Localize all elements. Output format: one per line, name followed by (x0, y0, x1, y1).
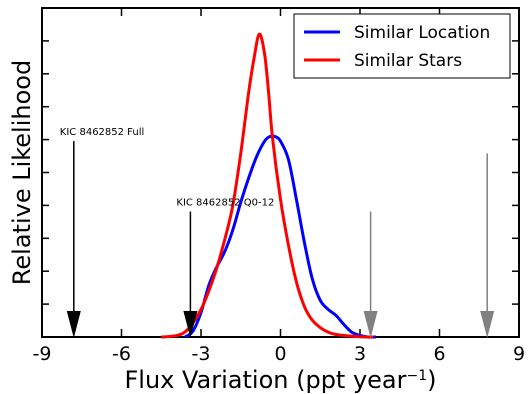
series-line-similar-location (184, 134, 376, 339)
x-axis-label-close: ) (427, 366, 436, 394)
series-line-similar-stars (161, 32, 374, 339)
x-tick-label: 3 (354, 343, 366, 365)
legend-label-similar-stars: Similar Stars (354, 51, 462, 71)
series-layer (161, 32, 376, 339)
x-tick-label: -9 (33, 343, 52, 365)
legend-label-similar-location: Similar Location (354, 23, 490, 43)
x-tick-label: 9 (513, 343, 525, 365)
x-tick-label: -3 (192, 343, 211, 365)
x-axis-label: Flux Variation (ppt year−1) (124, 366, 436, 394)
x-axis-label-main: Flux Variation (ppt year (124, 366, 406, 394)
x-tick-label: -6 (112, 343, 131, 365)
annotation-layer: KIC 8462852 Full KIC 8462852 Q0-12 (60, 127, 495, 338)
annotation-arrowhead (183, 311, 198, 338)
legend: Similar Location Similar Stars (293, 13, 511, 79)
x-axis-label-superscript: −1 (407, 368, 428, 384)
annotation-label: KIC 8462852 Full (60, 127, 144, 138)
y-axis-ticks (42, 40, 519, 305)
x-tick-label: 0 (274, 343, 286, 365)
y-axis-label: Relative Likelihood (8, 60, 36, 285)
legend-box (293, 13, 511, 79)
x-axis-ticks: -9 -6 -3 0 3 6 9 (33, 8, 525, 365)
annotation-arrowhead (363, 311, 378, 338)
annotation-arrowhead (66, 311, 81, 338)
annotation-label: KIC 8462852 Q0-12 (176, 198, 274, 209)
x-tick-label: 6 (433, 343, 445, 365)
annotation-arrowhead (480, 311, 495, 338)
